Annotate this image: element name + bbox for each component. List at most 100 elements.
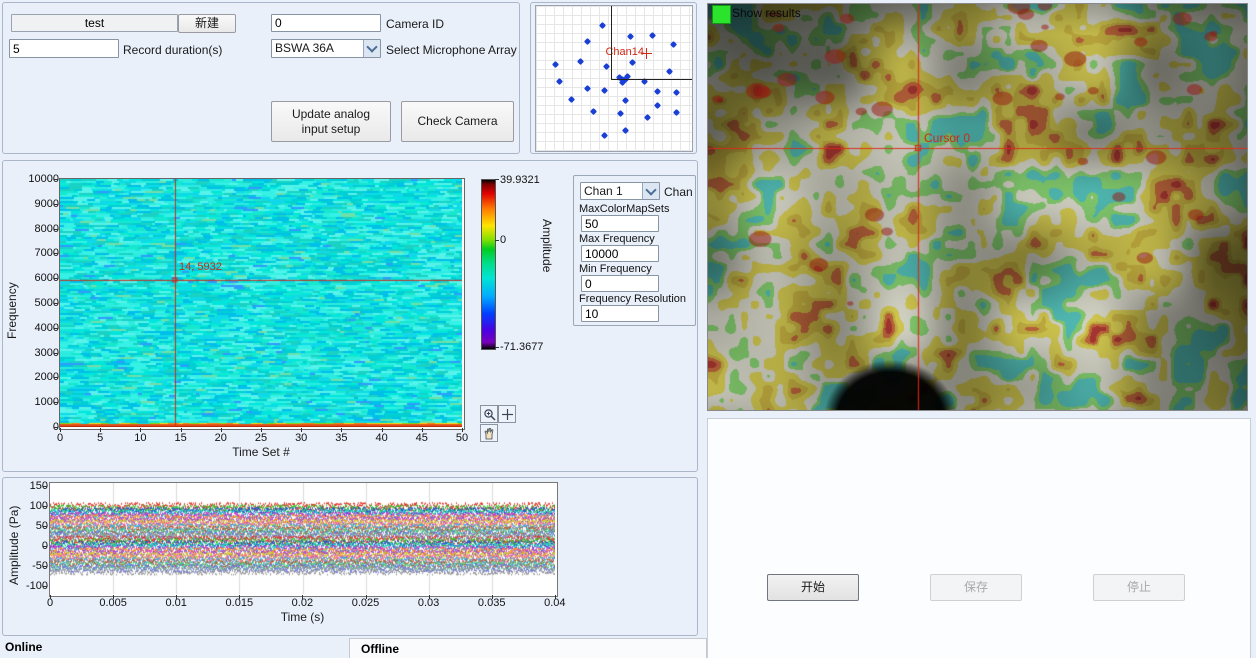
mic-dot <box>552 61 559 68</box>
analysis-controls-group: Chan 1 Chan MaxColorMapSets Max Frequenc… <box>573 175 696 326</box>
mic-dot <box>654 102 661 109</box>
chevron-down-icon[interactable] <box>363 40 380 57</box>
tick-mark <box>239 595 240 599</box>
colorbar-min-label: -71.3677 <box>500 341 543 353</box>
save-button[interactable]: 保存 <box>930 574 1022 601</box>
channel-selected-value: Chan 1 <box>581 183 642 199</box>
channel-label: Chan <box>664 185 693 199</box>
tick-label: 3000 <box>17 347 59 359</box>
tick-mark <box>422 428 423 432</box>
chevron-down-icon[interactable] <box>642 183 659 199</box>
mic-dot <box>622 127 629 134</box>
mic-dot <box>627 33 634 40</box>
tick-mark <box>43 526 47 527</box>
mic-dot <box>603 63 610 70</box>
amplitude-colorbar <box>481 179 496 350</box>
tick-label: 2000 <box>17 371 59 383</box>
camera-image-canvas[interactable] <box>708 4 1247 410</box>
tick-label: 7000 <box>17 247 59 259</box>
waveform-panel: Amplitude (Pa) Time (s) 150100500-50-100… <box>2 477 698 636</box>
waveform-x-axis-label: Time (s) <box>50 610 555 624</box>
tick-label: 20 <box>203 432 239 444</box>
mic-dot <box>568 96 575 103</box>
mic-dot <box>673 109 680 116</box>
max-frequency-label: Max Frequency <box>579 233 655 245</box>
camera-cursor-label: Cursor 0 <box>924 131 970 145</box>
tick-label: 6000 <box>17 272 59 284</box>
tick-mark <box>54 353 58 354</box>
check-camera-button[interactable]: Check Camera <box>401 101 514 142</box>
tick-mark <box>181 428 182 432</box>
mic-dot <box>617 110 624 117</box>
record-duration-label: Record duration(s) <box>123 43 222 57</box>
channel-select[interactable]: Chan 1 <box>580 182 660 200</box>
mic-dot <box>673 89 680 96</box>
tick-label: 25 <box>243 432 279 444</box>
spectrogram-canvas[interactable] <box>60 179 462 427</box>
record-duration-input[interactable] <box>9 39 119 58</box>
tick-label: 150 <box>6 480 48 492</box>
control-panel: 开始 保存 停止 <box>707 418 1251 658</box>
mic-dot <box>649 32 656 39</box>
tick-label: 9000 <box>17 198 59 210</box>
tick-label: 45 <box>404 432 440 444</box>
camera-view[interactable]: Show results Cursor 0 <box>707 3 1248 411</box>
tick-label: 35 <box>323 432 359 444</box>
tick-label: 10000 <box>17 173 59 185</box>
mic-array-select[interactable]: BSWA 36A <box>271 39 381 58</box>
colorbar-mid-label: 0 <box>500 234 506 246</box>
tick-mark <box>60 428 61 432</box>
acoustic-camera-app: 新建 Camera ID Record duration(s) BSWA 36A… <box>0 0 1256 658</box>
cursor-tool-icon[interactable] <box>498 405 516 423</box>
colorbar-max-label: 39.9321 <box>500 174 540 186</box>
tick-mark <box>43 486 47 487</box>
start-button[interactable]: 开始 <box>767 574 859 601</box>
stop-button[interactable]: 停止 <box>1093 574 1185 601</box>
tick-mark <box>429 595 430 599</box>
max-frequency-input[interactable] <box>581 245 659 262</box>
camera-id-input[interactable] <box>271 14 381 32</box>
tick-mark <box>261 428 262 432</box>
mic-array-plot[interactable]: Chan14 <box>535 5 693 152</box>
tick-label: 100 <box>6 500 48 512</box>
waveform-canvas[interactable] <box>50 483 555 594</box>
tick-label: 0 <box>42 432 78 444</box>
tick-label: 4000 <box>17 322 59 334</box>
tick-mark <box>555 595 556 599</box>
new-session-button[interactable]: 新建 <box>178 14 236 33</box>
tick-label: 15 <box>163 432 199 444</box>
frequency-resolution-input[interactable] <box>581 305 659 322</box>
tick-label: -100 <box>6 580 48 592</box>
tick-mark <box>462 428 463 432</box>
tick-mark <box>113 595 114 599</box>
offline-status-label: Offline <box>361 642 399 656</box>
online-status-label: Online <box>5 640 42 654</box>
mic-dot <box>584 85 591 92</box>
show-results-indicator[interactable] <box>712 5 731 24</box>
mic-dot <box>599 22 606 29</box>
tick-mark <box>366 595 367 599</box>
max-colormap-input[interactable] <box>581 215 659 232</box>
zoom-tool-icon[interactable] <box>480 405 498 423</box>
tick-mark <box>54 179 58 180</box>
spectrogram-x-axis-label: Time Set # <box>60 445 462 459</box>
min-frequency-input[interactable] <box>581 275 659 292</box>
tick-mark <box>54 229 58 230</box>
session-name-input[interactable] <box>11 14 178 32</box>
mic-dot <box>670 41 677 48</box>
spectrogram-cursor-label: 14, 5932 <box>179 261 222 273</box>
spectrogram-panel: Frequency 14, 5932 Time Set # 39.9321 0 … <box>2 160 698 472</box>
tick-mark <box>341 428 342 432</box>
pan-hand-tool-icon[interactable] <box>480 424 498 442</box>
update-analog-input-button[interactable]: Update analog input setup <box>271 101 391 142</box>
mic-dot <box>622 97 629 104</box>
mic-dot <box>644 114 651 121</box>
tick-mark <box>54 253 58 254</box>
array-crosshair-v <box>611 6 612 79</box>
mic-cursor-cross-h <box>641 53 652 54</box>
tick-label: 50 <box>6 520 48 532</box>
tick-mark <box>54 204 58 205</box>
mic-cursor-label: Chan14 <box>598 46 644 58</box>
waveform-plot-frame <box>49 482 558 597</box>
tick-mark <box>54 328 58 329</box>
